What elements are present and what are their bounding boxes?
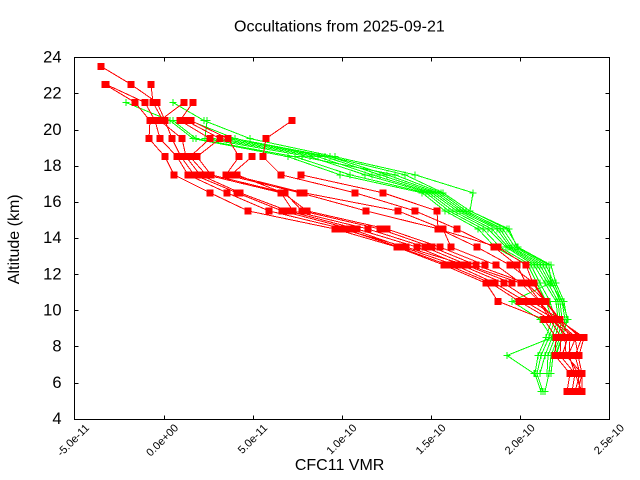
- svg-text:24: 24: [43, 49, 61, 67]
- svg-text:14: 14: [43, 229, 61, 247]
- svg-text:22: 22: [43, 85, 61, 103]
- svg-text:1.0e-10: 1.0e-10: [325, 422, 360, 457]
- svg-text:8: 8: [52, 338, 61, 356]
- svg-text:2.0e-10: 2.0e-10: [503, 422, 538, 457]
- svg-text:1.5e-10: 1.5e-10: [414, 422, 449, 457]
- svg-text:6: 6: [52, 374, 61, 392]
- svg-text:5.0e-11: 5.0e-11: [236, 422, 270, 456]
- svg-text:0.0e+00: 0.0e+00: [144, 422, 181, 459]
- svg-text:16: 16: [43, 193, 61, 211]
- svg-text:12: 12: [43, 265, 61, 283]
- svg-text:CFC11 VMR: CFC11 VMR: [295, 457, 385, 474]
- svg-text:Occultations from 2025-09-21: Occultations from 2025-09-21: [234, 19, 445, 36]
- svg-text:10: 10: [43, 302, 61, 320]
- svg-text:20: 20: [43, 121, 61, 139]
- svg-text:2.5e-10: 2.5e-10: [592, 422, 627, 457]
- svg-text:18: 18: [43, 157, 61, 175]
- svg-text:4: 4: [52, 410, 61, 428]
- svg-text:Altitude (km): Altitude (km): [6, 194, 23, 284]
